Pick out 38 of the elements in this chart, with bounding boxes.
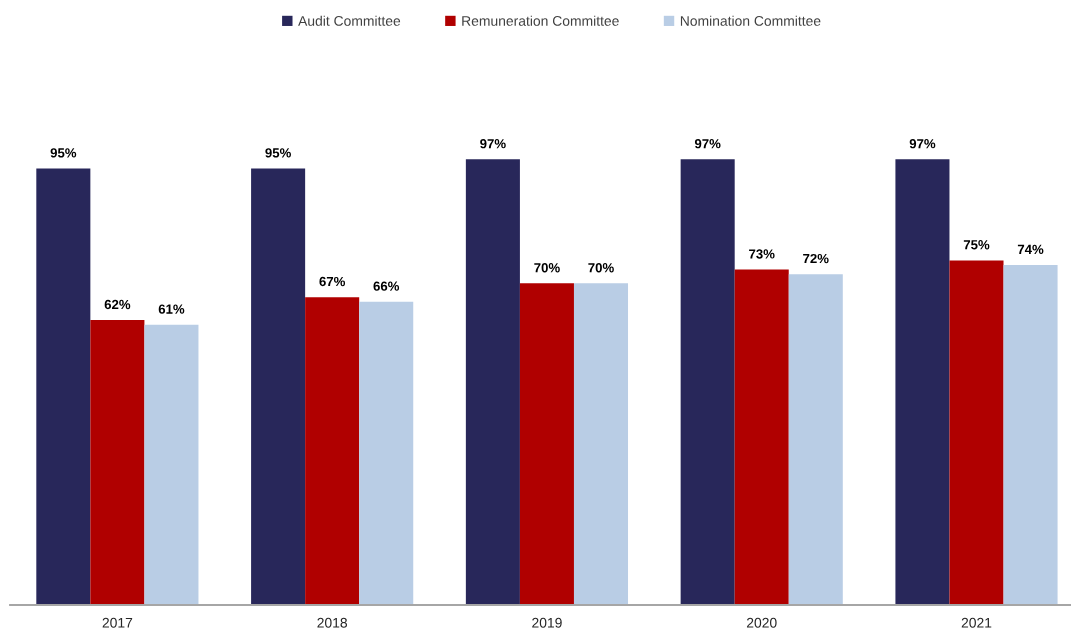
bar [465, 159, 520, 605]
legend-label: Audit Committee [298, 15, 401, 26]
bar [90, 320, 145, 605]
x-tick-label: 2020 [746, 617, 777, 628]
data-label: 97% [694, 139, 721, 149]
bar [144, 324, 199, 605]
bar [734, 269, 789, 605]
bar [251, 168, 306, 605]
data-label: 95% [50, 148, 77, 158]
x-tick-label: 2018 [317, 617, 348, 628]
x-tick-label: 2017 [102, 617, 133, 628]
bar [788, 274, 843, 605]
bar [519, 283, 574, 605]
data-label: 75% [963, 240, 990, 250]
data-label: 73% [749, 249, 775, 259]
bar [949, 260, 1004, 605]
bar [1003, 264, 1058, 605]
data-label: 97% [909, 139, 936, 149]
data-label: 70% [534, 263, 560, 273]
data-label: 66% [373, 281, 400, 291]
data-label: 95% [265, 148, 291, 158]
data-label: 72% [803, 253, 829, 264]
legend-label: Remuneration Committee [462, 15, 619, 26]
legend-label: Nomination Committee [680, 15, 821, 26]
data-label: 62% [104, 299, 131, 310]
bar [305, 297, 360, 605]
data-label: 61% [158, 304, 185, 314]
x-tick-label: 2019 [532, 617, 562, 628]
bar [359, 301, 414, 605]
data-label: 97% [480, 139, 506, 149]
bar [895, 159, 950, 605]
x-tick-label: 2021 [961, 617, 992, 628]
bar [680, 159, 735, 605]
bar [573, 283, 629, 605]
data-label: 74% [1017, 244, 1044, 254]
data-label: 67% [319, 276, 346, 287]
data-label: 70% [588, 263, 614, 273]
bar [36, 168, 91, 605]
